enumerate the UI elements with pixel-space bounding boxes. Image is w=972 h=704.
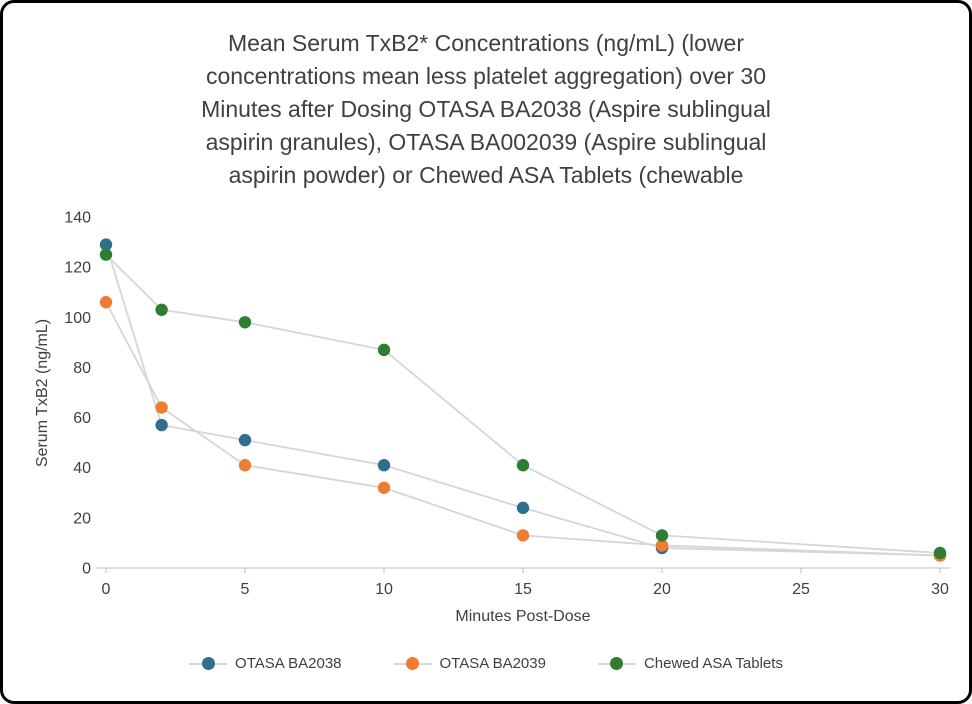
data-point	[99, 248, 113, 261]
x-axis-title: Minutes Post-Dose	[455, 608, 591, 625]
legend: OTASA BA2038 OTASA BA2039 Chewed ASA Tab…	[3, 655, 969, 672]
data-point	[377, 343, 391, 357]
data-point	[933, 546, 947, 560]
data-point	[516, 501, 530, 515]
chart-title: Mean Serum TxB2* Concentrations (ng/mL) …	[201, 30, 771, 188]
data-point	[238, 459, 252, 472]
legend-label: OTASA BA2039	[439, 655, 546, 672]
data-point	[933, 549, 947, 562]
series-line-1	[105, 301, 941, 557]
x-tick-label: 0	[102, 581, 111, 598]
y-tick-label: 100	[64, 310, 91, 327]
y-tick-label: 120	[64, 260, 91, 277]
data-point	[238, 433, 252, 447]
series-line-0	[105, 244, 941, 557]
legend-marker	[597, 657, 636, 670]
legend-item: Chewed ASA Tablets	[597, 655, 783, 672]
data-point	[238, 316, 252, 329]
data-point	[377, 459, 391, 472]
data-point	[933, 549, 947, 562]
data-point	[655, 529, 669, 542]
y-tick-label: 80	[73, 360, 91, 377]
data-point	[516, 459, 530, 472]
y-tick-label: 140	[64, 210, 91, 227]
x-tick-label: 25	[792, 581, 810, 598]
data-point	[99, 238, 113, 251]
y-axis-title: Serum TxB2 (ng/mL)	[34, 318, 51, 468]
x-tick-label: 10	[375, 581, 393, 598]
series-dot-icon	[610, 657, 624, 670]
series-dot-icon	[201, 657, 215, 670]
y-tick-label: 0	[82, 561, 91, 578]
series-line-2	[105, 253, 941, 554]
y-tick-label: 20	[73, 510, 91, 527]
x-tick-label: 30	[931, 581, 949, 598]
data-point	[155, 303, 168, 316]
data-point	[655, 539, 669, 552]
y-tick-label: 60	[73, 410, 91, 427]
data-point	[655, 541, 669, 555]
x-tick-label: 15	[514, 581, 532, 598]
data-point	[99, 296, 113, 309]
y-tick-label: 40	[73, 460, 91, 477]
legend-marker	[393, 657, 432, 670]
legend-label: OTASA BA2038	[235, 655, 342, 672]
legend-item: OTASA BA2038	[189, 655, 342, 672]
legend-label: Chewed ASA Tablets	[643, 655, 783, 672]
data-point	[377, 481, 391, 494]
x-tick-label: 5	[241, 581, 250, 598]
data-point	[155, 418, 168, 432]
data-point	[516, 529, 530, 542]
data-point	[155, 401, 168, 414]
legend-item: OTASA BA2039	[393, 655, 546, 672]
x-tick-label: 20	[653, 581, 671, 598]
series-dot-icon	[406, 657, 419, 670]
legend-marker	[189, 657, 228, 670]
